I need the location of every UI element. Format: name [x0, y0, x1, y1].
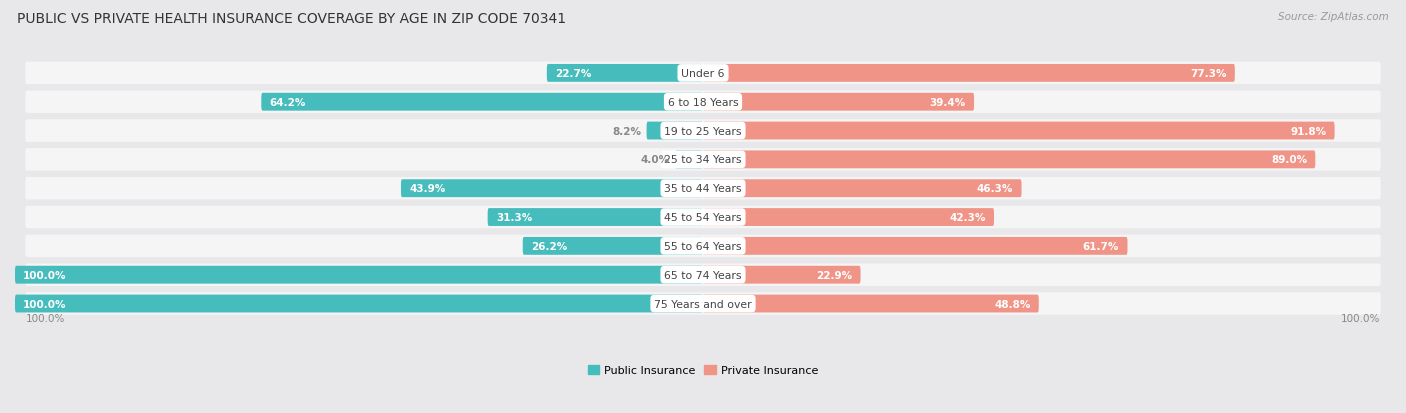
- FancyBboxPatch shape: [547, 65, 703, 83]
- FancyBboxPatch shape: [25, 178, 1381, 200]
- Text: 19 to 25 Years: 19 to 25 Years: [664, 126, 742, 136]
- FancyBboxPatch shape: [703, 180, 1022, 198]
- Text: 91.8%: 91.8%: [1291, 126, 1326, 136]
- Text: 48.8%: 48.8%: [994, 299, 1031, 309]
- Text: 22.7%: 22.7%: [555, 69, 592, 79]
- Text: 61.7%: 61.7%: [1083, 241, 1119, 251]
- Text: 4.0%: 4.0%: [641, 155, 671, 165]
- FancyBboxPatch shape: [25, 62, 1381, 85]
- Text: 6 to 18 Years: 6 to 18 Years: [668, 97, 738, 107]
- Text: 100.0%: 100.0%: [24, 299, 66, 309]
- FancyBboxPatch shape: [25, 149, 1381, 171]
- Text: 22.9%: 22.9%: [815, 270, 852, 280]
- Text: 100.0%: 100.0%: [24, 270, 66, 280]
- FancyBboxPatch shape: [703, 209, 994, 226]
- FancyBboxPatch shape: [488, 209, 703, 226]
- Text: 77.3%: 77.3%: [1189, 69, 1226, 79]
- Text: 46.3%: 46.3%: [977, 184, 1014, 194]
- Text: 55 to 64 Years: 55 to 64 Years: [664, 241, 742, 251]
- FancyBboxPatch shape: [703, 295, 1039, 313]
- FancyBboxPatch shape: [25, 264, 1381, 286]
- Text: 65 to 74 Years: 65 to 74 Years: [664, 270, 742, 280]
- Text: PUBLIC VS PRIVATE HEALTH INSURANCE COVERAGE BY AGE IN ZIP CODE 70341: PUBLIC VS PRIVATE HEALTH INSURANCE COVER…: [17, 12, 567, 26]
- FancyBboxPatch shape: [675, 151, 703, 169]
- Text: 8.2%: 8.2%: [612, 126, 641, 136]
- FancyBboxPatch shape: [25, 292, 1381, 315]
- FancyBboxPatch shape: [15, 295, 703, 313]
- FancyBboxPatch shape: [703, 237, 1128, 255]
- Text: 25 to 34 Years: 25 to 34 Years: [664, 155, 742, 165]
- FancyBboxPatch shape: [401, 180, 703, 198]
- FancyBboxPatch shape: [703, 151, 1316, 169]
- Text: 64.2%: 64.2%: [270, 97, 307, 107]
- Text: 35 to 44 Years: 35 to 44 Years: [664, 184, 742, 194]
- FancyBboxPatch shape: [25, 206, 1381, 229]
- FancyBboxPatch shape: [647, 122, 703, 140]
- FancyBboxPatch shape: [262, 94, 703, 112]
- FancyBboxPatch shape: [703, 122, 1334, 140]
- Text: 43.9%: 43.9%: [409, 184, 446, 194]
- FancyBboxPatch shape: [523, 237, 703, 255]
- Text: 39.4%: 39.4%: [929, 97, 966, 107]
- FancyBboxPatch shape: [25, 235, 1381, 257]
- FancyBboxPatch shape: [25, 120, 1381, 142]
- Text: 100.0%: 100.0%: [25, 313, 65, 323]
- Text: 100.0%: 100.0%: [1341, 313, 1381, 323]
- Text: Under 6: Under 6: [682, 69, 724, 79]
- Text: 42.3%: 42.3%: [949, 213, 986, 223]
- Legend: Public Insurance, Private Insurance: Public Insurance, Private Insurance: [583, 361, 823, 380]
- FancyBboxPatch shape: [703, 266, 860, 284]
- FancyBboxPatch shape: [15, 266, 703, 284]
- FancyBboxPatch shape: [25, 91, 1381, 114]
- FancyBboxPatch shape: [703, 94, 974, 112]
- Text: Source: ZipAtlas.com: Source: ZipAtlas.com: [1278, 12, 1389, 22]
- Text: 45 to 54 Years: 45 to 54 Years: [664, 213, 742, 223]
- Text: 31.3%: 31.3%: [496, 213, 531, 223]
- Text: 75 Years and over: 75 Years and over: [654, 299, 752, 309]
- Text: 89.0%: 89.0%: [1271, 155, 1308, 165]
- Text: 26.2%: 26.2%: [531, 241, 567, 251]
- FancyBboxPatch shape: [703, 65, 1234, 83]
